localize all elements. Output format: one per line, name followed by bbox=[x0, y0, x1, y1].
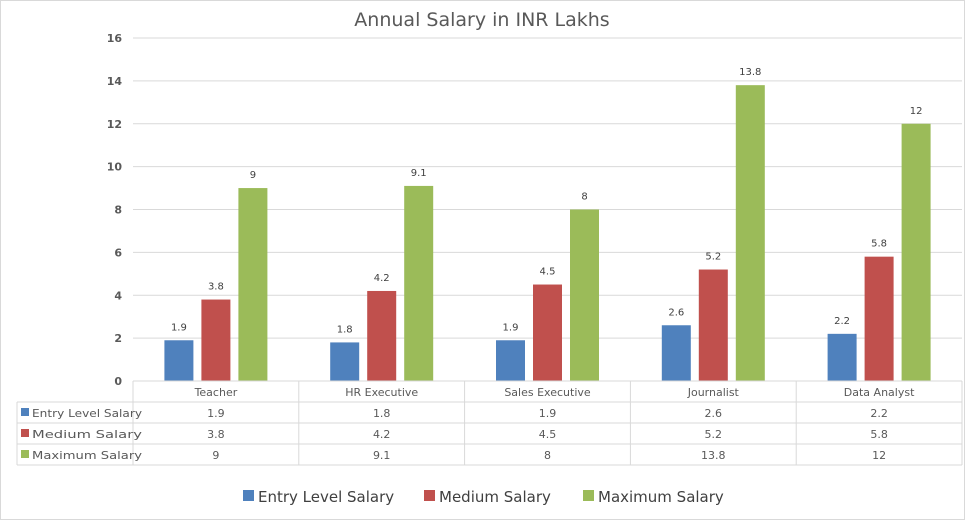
data-label: 3.8 bbox=[208, 282, 224, 293]
bar bbox=[201, 299, 231, 381]
table-cell: 2.2 bbox=[870, 407, 888, 420]
y-tick-label: 14 bbox=[107, 75, 123, 88]
bar bbox=[367, 290, 397, 381]
table-cell: 2.6 bbox=[705, 407, 723, 420]
table-cell: 4.5 bbox=[539, 428, 557, 441]
data-table: Teacher HR Executive Sales Executive Journa… bbox=[16, 380, 963, 466]
row-label: Entry Level Salary bbox=[32, 407, 143, 420]
data-label: 1.9 bbox=[171, 322, 187, 333]
y-tick-label: 10 bbox=[107, 161, 123, 174]
legend-label: Maximum Salary bbox=[598, 488, 724, 506]
bar bbox=[330, 342, 360, 381]
data-label: 8 bbox=[581, 192, 587, 203]
category-label: Teacher bbox=[194, 386, 238, 399]
y-tick-label: 2 bbox=[114, 332, 122, 345]
table-cell: 1.9 bbox=[207, 407, 225, 420]
y-tick-label: 6 bbox=[114, 246, 122, 259]
gridlines bbox=[133, 37, 962, 339]
bar bbox=[496, 340, 525, 381]
data-label: 5.8 bbox=[871, 239, 887, 250]
data-label: 13.8 bbox=[739, 67, 761, 78]
table-cell: 5.2 bbox=[705, 428, 723, 441]
table-cell: 12 bbox=[872, 449, 886, 462]
table-cell: 5.8 bbox=[870, 428, 888, 441]
y-tick-label: 8 bbox=[114, 204, 122, 217]
table-cell: 9.1 bbox=[373, 449, 391, 462]
row-label: Medium Salary bbox=[32, 428, 143, 441]
table-cell: 8 bbox=[544, 449, 551, 462]
legend-swatch bbox=[583, 490, 594, 501]
data-label: 1.9 bbox=[503, 322, 519, 333]
data-label: 2.6 bbox=[668, 307, 684, 318]
data-label: 9.1 bbox=[411, 168, 427, 179]
bar bbox=[533, 284, 562, 381]
data-label: 4.2 bbox=[374, 273, 390, 284]
category-label: HR Executive bbox=[345, 386, 418, 399]
category-label: Journalist bbox=[687, 386, 740, 399]
data-label: 2.2 bbox=[834, 316, 850, 327]
table-cell: 1.9 bbox=[539, 407, 557, 420]
table-cell: 9 bbox=[212, 449, 219, 462]
category-label: Data Analyst bbox=[844, 386, 915, 399]
bar bbox=[404, 185, 434, 381]
legend-label: Entry Level Salary bbox=[258, 488, 394, 506]
chart-title: Annual Salary in INR Lakhs bbox=[354, 9, 609, 31]
y-tick-label: 0 bbox=[114, 375, 122, 388]
legend-label: Medium Salary bbox=[439, 488, 551, 506]
category-label: Sales Executive bbox=[504, 386, 591, 399]
y-tick-label: 12 bbox=[107, 118, 122, 131]
bar bbox=[164, 340, 194, 381]
table-cell: 4.2 bbox=[373, 428, 391, 441]
data-label: 1.8 bbox=[337, 324, 353, 335]
bar bbox=[827, 333, 857, 381]
table-cell: 1.8 bbox=[373, 407, 391, 420]
data-label: 5.2 bbox=[705, 252, 721, 263]
bar bbox=[698, 269, 728, 381]
table-cell: 13.8 bbox=[701, 449, 726, 462]
y-tick-label: 16 bbox=[107, 32, 123, 45]
table-cell: 3.8 bbox=[207, 428, 225, 441]
legend-swatch bbox=[424, 490, 435, 501]
legend-key-swatch bbox=[21, 450, 29, 458]
bar bbox=[735, 85, 765, 381]
legend-key-swatch bbox=[21, 408, 29, 416]
y-tick-label: 4 bbox=[114, 289, 122, 302]
row-label: Maximum Salary bbox=[32, 449, 143, 462]
legend-swatch bbox=[243, 490, 254, 501]
legend: Entry Level Salary Medium Salary Maximum S… bbox=[243, 488, 724, 506]
bar bbox=[901, 123, 931, 381]
legend-key-swatch bbox=[21, 429, 29, 437]
bar bbox=[238, 188, 268, 381]
data-label: 12 bbox=[910, 106, 923, 117]
data-label: 9 bbox=[250, 170, 256, 181]
y-axis-ticks: 0 2 4 6 8 10 12 14 16 bbox=[107, 32, 123, 388]
bar bbox=[570, 209, 599, 381]
bar bbox=[864, 256, 894, 381]
bar bbox=[661, 325, 691, 381]
data-label: 4.5 bbox=[540, 267, 556, 278]
bars: 1.9 3.8 9 1.8 4.2 9.1 1.9 4.5 8 2.6 5.2 13.8 2.2 5.8 1… bbox=[164, 67, 931, 381]
